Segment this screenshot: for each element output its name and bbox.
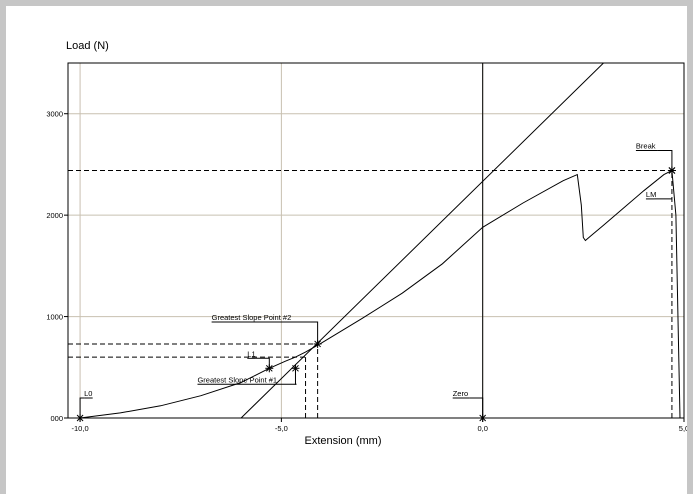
annotation-lm: LM [646,190,656,199]
annotation-leader [79,397,85,418]
annotation-break: Break [636,142,656,151]
marker-greatest-slope-point-1 [291,364,300,373]
annotation-leader [657,150,673,171]
annotation-greatest-slope-point-2: Greatest Slope Point #2 [212,313,292,322]
y-tick-label: 2000 [46,211,63,220]
marker-stroke [265,364,273,372]
annotation-l0: L0 [84,389,92,398]
marker-l1 [265,364,274,373]
marker-stroke [292,364,299,372]
annotation-leader [469,397,484,418]
x-tick-label: 5,0 [679,424,687,433]
annotation-leader [310,321,319,344]
marker-stroke [314,340,321,348]
load-extension-chart: -10,0 -5,0 0,0 5,0 000 1000 2000 3000 L0 L1 Great… [46,40,687,447]
greatest-slope-line [240,63,604,418]
load-extension-curve [80,169,681,418]
annotation-zero: Zero [453,389,468,398]
plot-area-border [67,62,685,419]
y-axis-title: Load (N) [66,40,109,52]
chart-frame: -10,0 -5,0 0,0 5,0 000 1000 2000 3000 L0 L1 Great… [6,6,687,494]
y-tick-label: 1000 [46,313,63,322]
series [80,63,681,418]
annotation-l1: L1 [247,349,255,358]
x-tick-label: 0,0 [477,424,487,433]
marker-greatest-slope-point-2 [313,339,322,348]
annotation-greatest-slope-point-1: Greatest Slope Point #1 [197,375,277,384]
grid [64,63,685,422]
annotation-leaders [79,150,673,418]
annotations: L0 L1 Greatest Slope Point #1 Greatest Slop… [84,142,656,398]
markers [76,166,676,422]
tick-labels: -10,0 -5,0 0,0 5,0 000 1000 2000 3000 [46,110,687,433]
x-axis-title: Extension (mm) [304,435,381,447]
marker-stroke [668,167,676,174]
annotation-leader [294,368,297,385]
reference-lines [68,63,673,418]
marker-lm [667,166,676,175]
x-tick-label: -10,0 [72,424,89,433]
y-tick-label: 000 [50,414,63,423]
x-tick-label: -5,0 [275,424,288,433]
y-tick-label: 3000 [46,110,63,119]
